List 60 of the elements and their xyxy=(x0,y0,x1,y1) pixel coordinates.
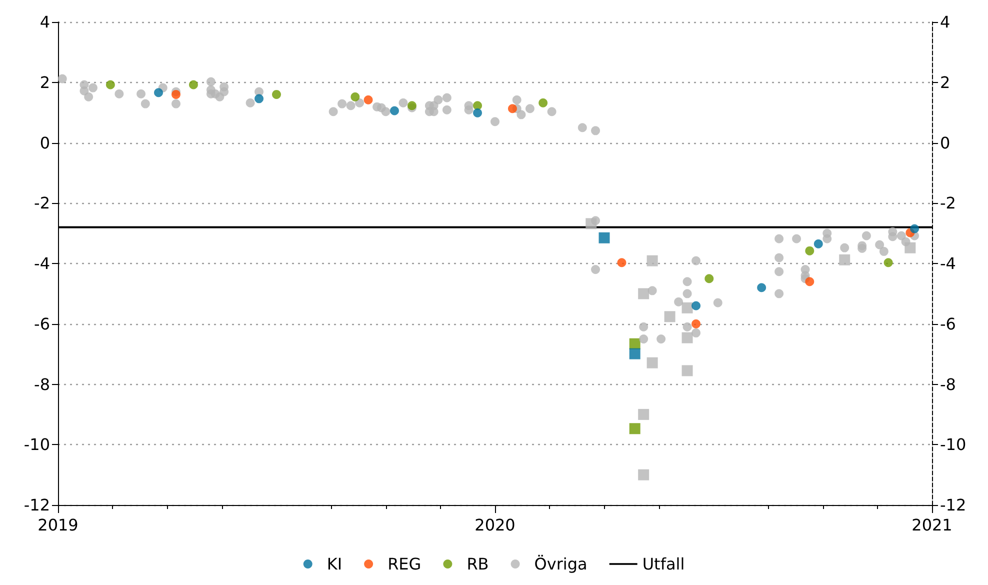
point xyxy=(839,254,850,266)
point xyxy=(664,311,676,322)
point xyxy=(598,232,610,244)
point xyxy=(704,274,714,284)
point xyxy=(805,246,814,256)
point xyxy=(910,224,920,234)
point xyxy=(682,332,693,344)
point xyxy=(638,469,650,480)
point xyxy=(154,88,164,98)
point xyxy=(473,108,482,118)
point xyxy=(538,98,548,108)
point xyxy=(272,90,281,99)
point xyxy=(692,301,701,310)
y2-tick-label: -8 xyxy=(940,374,956,394)
point xyxy=(390,106,399,116)
y-tick-label: 0 xyxy=(40,133,50,152)
point xyxy=(682,302,693,314)
y2-tick-label: -6 xyxy=(940,314,956,334)
point xyxy=(757,283,766,292)
y2-tick-label: -10 xyxy=(940,435,966,454)
y2-tick-label: -12 xyxy=(940,496,966,514)
point xyxy=(692,319,701,328)
y-tick-label: 4 xyxy=(40,12,50,32)
point xyxy=(682,365,693,376)
y2-tick-label: 4 xyxy=(940,12,950,32)
x-tick-label: 2019 xyxy=(38,516,78,534)
legend-label: RB xyxy=(466,554,489,574)
point xyxy=(106,80,115,90)
y-tick-label: -2 xyxy=(34,194,50,213)
point xyxy=(188,80,198,90)
legend-label: REG xyxy=(388,554,422,574)
y2-tick-label: 2 xyxy=(940,72,950,92)
point xyxy=(364,95,373,104)
point xyxy=(617,258,626,268)
x-tick-label: 2021 xyxy=(912,516,952,534)
point xyxy=(814,239,823,248)
y2-tick-label: -4 xyxy=(940,254,956,273)
y-tick-label: -8 xyxy=(34,374,50,394)
y-tick-label: -10 xyxy=(24,435,50,454)
point xyxy=(172,90,180,99)
legend-label: KI xyxy=(326,554,342,574)
point xyxy=(629,423,640,434)
point xyxy=(350,92,360,102)
x-tick-label: 2020 xyxy=(474,516,516,534)
point xyxy=(638,288,650,300)
legend-label: Övriga xyxy=(534,554,588,574)
y2-tick-label: -2 xyxy=(940,194,956,213)
y-tick-label: -12 xyxy=(24,496,50,514)
point xyxy=(629,348,640,360)
point xyxy=(646,357,658,368)
y-tick-label: -6 xyxy=(34,314,50,334)
legend-label: Utfall xyxy=(642,554,685,574)
y2-tick-label: 0 xyxy=(940,133,950,152)
point xyxy=(638,408,650,420)
point xyxy=(254,94,264,104)
point xyxy=(884,258,893,268)
y-tick-label: 2 xyxy=(40,72,50,92)
y-tick-label: -4 xyxy=(34,254,50,273)
point xyxy=(473,101,482,110)
point xyxy=(646,255,658,266)
